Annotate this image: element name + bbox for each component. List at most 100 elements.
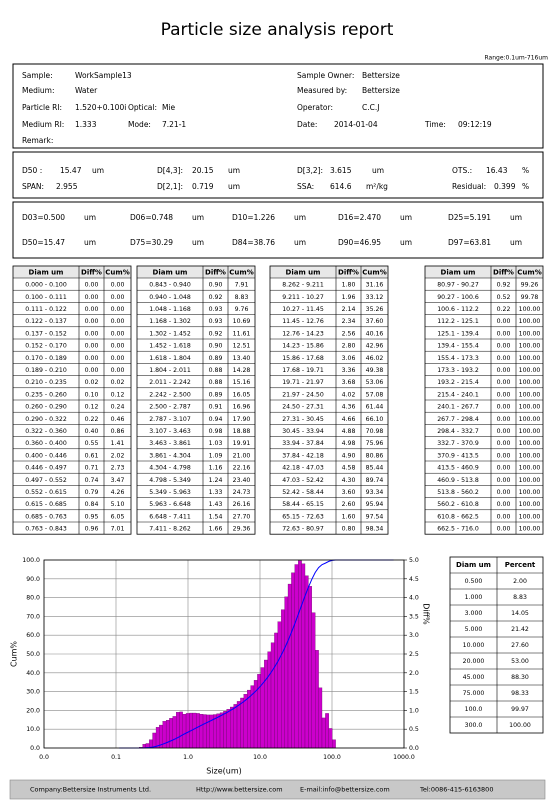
table-cell: 0.86 bbox=[111, 428, 125, 435]
table-cell: 57.08 bbox=[366, 391, 384, 398]
info-label: Medium RI: bbox=[22, 120, 64, 129]
table-cell: 0.00 bbox=[111, 318, 125, 325]
table-cell: 2.73 bbox=[111, 465, 125, 472]
table-cell: 85.44 bbox=[366, 465, 384, 472]
footer-text: Company:Bettersize Instruments Ltd. bbox=[30, 786, 151, 794]
table-cell: 0.00 bbox=[497, 440, 511, 447]
table-cell: 14.28 bbox=[233, 367, 251, 374]
footer-text: Http://www.bettersize.com bbox=[196, 786, 283, 794]
right-table-cell: 300.0 bbox=[465, 722, 483, 729]
histogram-bar bbox=[264, 659, 268, 749]
y-tick-label: 80.0 bbox=[26, 595, 40, 602]
table-cell: 0.00 bbox=[111, 306, 125, 313]
percentile-label: D97=63.81 bbox=[448, 238, 491, 247]
table-cell: 0.46 bbox=[111, 416, 125, 423]
table-cell: 0.02 bbox=[111, 379, 125, 386]
table-cell: 0.00 bbox=[85, 318, 99, 325]
table-cell: 58.44 - 65.15 bbox=[282, 501, 324, 508]
table-cell: 0.24 bbox=[111, 404, 125, 411]
right-table-cell: 8.83 bbox=[513, 594, 527, 601]
histogram-bar bbox=[270, 642, 275, 749]
table-cell: 4.90 bbox=[342, 452, 356, 459]
histogram-bar bbox=[260, 667, 265, 749]
table-cell: 4.88 bbox=[342, 428, 356, 435]
y-tick-label: 40.0 bbox=[26, 670, 40, 677]
table-cell: 8.83 bbox=[235, 294, 249, 301]
table-cell: 100.00 bbox=[519, 440, 541, 447]
stat-value: 0.399 bbox=[494, 182, 516, 191]
table-cell: 0.322 - 0.360 bbox=[25, 428, 67, 435]
table-cell: 0.00 bbox=[497, 501, 511, 508]
percentile-unit: um bbox=[510, 213, 522, 222]
table-cell: 6.05 bbox=[111, 513, 125, 520]
stat-unit: % bbox=[522, 166, 529, 175]
table-cell: 4.798 - 5.349 bbox=[149, 477, 191, 484]
table-cell: 7.01 bbox=[111, 526, 125, 533]
info-value: 1.520+0.100i bbox=[75, 103, 126, 112]
y-tick-label: 70.0 bbox=[26, 613, 40, 620]
table-cell: 100.00 bbox=[519, 489, 541, 496]
table-cell: 0.90 bbox=[209, 343, 223, 350]
info-value: Water bbox=[75, 86, 98, 95]
histogram-bar bbox=[287, 583, 292, 749]
table-cell: 4.58 bbox=[342, 465, 356, 472]
info-label: Sample: bbox=[22, 71, 53, 80]
table-header: Diff% bbox=[81, 269, 102, 277]
table-cell: 1.60 bbox=[342, 513, 356, 520]
stat-label: D[3,2]: bbox=[297, 166, 323, 175]
table-cell: 5.963 - 6.648 bbox=[149, 501, 191, 508]
table-cell: 95.94 bbox=[366, 501, 384, 508]
table-cell: 1.33 bbox=[209, 489, 223, 496]
table-cell: 0.00 bbox=[111, 330, 125, 337]
table-cell: 1.80 bbox=[342, 282, 356, 289]
table-cell: 0.000 - 0.100 bbox=[25, 282, 67, 289]
table-cell: 0.100 - 0.111 bbox=[25, 294, 67, 301]
right-table-cell: 3.000 bbox=[465, 610, 483, 617]
table-cell: 1.03 bbox=[209, 440, 223, 447]
table-cell: 460.9 - 513.8 bbox=[437, 477, 479, 484]
table-cell: 13.40 bbox=[233, 355, 251, 362]
histogram-bar bbox=[325, 713, 329, 749]
y-tick-label: 100.0 bbox=[22, 557, 40, 564]
table-cell: 2.60 bbox=[342, 501, 356, 508]
table-cell: 1.43 bbox=[209, 501, 223, 508]
histogram-bar bbox=[308, 586, 312, 749]
table-cell: 98.34 bbox=[366, 526, 384, 533]
y2-tick-label: 1.0 bbox=[409, 707, 419, 714]
histogram-bar bbox=[223, 711, 227, 749]
table-cell: 11.61 bbox=[233, 330, 251, 337]
table-cell: 0.210 - 0.235 bbox=[25, 379, 67, 386]
table-cell: 100.00 bbox=[519, 416, 541, 423]
table-cell: 100.00 bbox=[519, 452, 541, 459]
table-cell: 16.05 bbox=[233, 391, 251, 398]
percentile-label: D50=15.47 bbox=[22, 238, 65, 247]
table-cell: 610.8 - 662.5 bbox=[437, 513, 479, 520]
stat-unit: um bbox=[372, 166, 384, 175]
info-label: Remark: bbox=[22, 136, 53, 145]
percentile-unit: um bbox=[192, 238, 204, 247]
histogram-bar bbox=[301, 563, 306, 749]
table-cell: 21.97 - 24.50 bbox=[282, 391, 324, 398]
table-cell: 0.00 bbox=[111, 282, 125, 289]
table-cell: 0.00 bbox=[111, 294, 125, 301]
stat-value: 15.47 bbox=[60, 166, 82, 175]
table-cell: 100.00 bbox=[519, 318, 541, 325]
table-cell: 2.56 bbox=[342, 330, 356, 337]
table-cell: 0.00 bbox=[497, 526, 511, 533]
y2-tick-label: 5.0 bbox=[409, 557, 419, 564]
right-table-cell: 14.05 bbox=[511, 610, 529, 617]
histogram-bar bbox=[315, 650, 319, 749]
info-value: C.C.J bbox=[362, 103, 379, 112]
info-label: Date: bbox=[297, 120, 317, 129]
table-cell: 0.96 bbox=[85, 526, 99, 533]
table-cell: 3.861 - 4.304 bbox=[149, 452, 191, 459]
table-cell: 4.98 bbox=[342, 440, 356, 447]
table-header: Cum% bbox=[229, 269, 253, 277]
histogram-bar bbox=[219, 712, 224, 749]
range-note: Range:0.1um-716um bbox=[485, 55, 549, 62]
table-cell: 89.74 bbox=[366, 477, 384, 484]
table-header-bg bbox=[425, 266, 543, 278]
y2-tick-label: 3.5 bbox=[409, 613, 419, 620]
y2-tick-label: 4.0 bbox=[409, 595, 419, 602]
